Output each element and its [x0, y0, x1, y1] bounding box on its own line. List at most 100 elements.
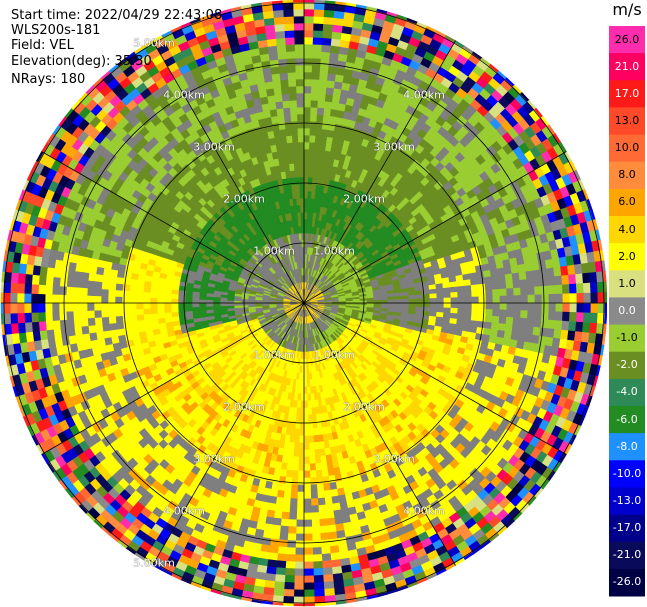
range-gate [285, 554, 296, 563]
range-gate [65, 285, 74, 296]
range-gate [548, 302, 557, 313]
range-gate [485, 309, 494, 317]
range-gate [66, 277, 75, 288]
range-gate [87, 279, 96, 289]
range-gate [23, 282, 33, 294]
range-gate [321, 560, 333, 569]
range-gate [326, 524, 337, 534]
range-gate [318, 511, 328, 520]
range-gate [309, 470, 317, 479]
range-gate [525, 326, 535, 336]
range-gate [72, 310, 81, 320]
range-gate [272, 588, 285, 597]
range-gate [310, 505, 319, 514]
range-gate [457, 308, 466, 315]
range-gate [30, 302, 39, 313]
range-gate [313, 602, 326, 607]
range-gate [561, 320, 570, 332]
range-gate [296, 498, 305, 507]
range-gate [285, 547, 296, 556]
range-gate [540, 319, 549, 330]
range-gate [401, 302, 410, 308]
range-gate [293, 589, 305, 598]
range-gate [310, 498, 319, 507]
range-gate [310, 491, 319, 500]
range-gate [24, 321, 33, 333]
range-gate [534, 302, 543, 312]
range-gate [44, 293, 53, 304]
range-gate [121, 289, 130, 298]
range-gate [293, 575, 305, 584]
range-gate [129, 314, 138, 322]
range-gate [100, 288, 109, 297]
range-gate [86, 302, 95, 311]
range-gate [108, 322, 118, 331]
range-gate [408, 302, 417, 308]
range-gate [520, 310, 529, 320]
range-gate [303, 533, 313, 542]
range-gate [562, 311, 571, 323]
range-gate [289, 498, 298, 507]
range-gate [87, 317, 96, 327]
range-gate [284, 561, 296, 570]
range-gate [470, 314, 479, 322]
range-gate [108, 315, 117, 324]
range-gate [136, 313, 145, 321]
range-gate [303, 470, 311, 479]
range-gate [114, 302, 123, 310]
range-gate [275, 560, 287, 569]
range-gate [541, 310, 550, 321]
range-gate [555, 302, 564, 313]
range-gate [156, 297, 165, 304]
range-gate [533, 318, 542, 329]
range-gate [283, 483, 292, 492]
range-gate [282, 588, 295, 598]
range-gate [170, 306, 179, 313]
range-gate [31, 273, 40, 285]
range-gate [58, 285, 67, 296]
range-gate [9, 312, 19, 324]
range-gate [101, 281, 110, 290]
range-gate [303, 582, 315, 591]
range-gate [303, 526, 313, 535]
range-gate [142, 302, 151, 309]
range-gate [280, 518, 290, 527]
range-gate [66, 326, 76, 337]
range-gate [309, 463, 317, 472]
range-gate [576, 302, 585, 314]
range-gate [308, 435, 315, 444]
range-gate [321, 475, 330, 485]
range-gate [100, 309, 109, 318]
range-gate [0, 312, 5, 325]
range-gate [23, 311, 33, 323]
range-gate [311, 526, 321, 535]
range-gate [52, 319, 61, 330]
range-gate [307, 428, 314, 437]
range-gate [309, 477, 318, 486]
range-gate [135, 302, 144, 310]
range-gate [128, 302, 137, 310]
range-gate [17, 321, 26, 334]
range-gate [532, 326, 542, 337]
range-gate [44, 284, 53, 295]
range-gate [170, 302, 179, 308]
range-gate [589, 312, 599, 325]
range-gate [101, 316, 110, 325]
range-gate [72, 286, 81, 296]
range-gate [485, 302, 494, 311]
range-gate [51, 302, 60, 313]
range-gate [293, 442, 300, 451]
range-gate [313, 441, 320, 450]
range-gate [121, 296, 130, 304]
range-gate [316, 483, 325, 492]
range-gate [590, 302, 599, 314]
range-gate [312, 554, 323, 563]
range-gate [312, 547, 322, 556]
range-gate [288, 505, 298, 514]
range-gate [191, 306, 200, 312]
range-gate [315, 469, 323, 478]
range-gate [325, 510, 335, 520]
range-gate [293, 568, 305, 577]
range-gate [316, 490, 325, 499]
range-gate [9, 281, 19, 294]
